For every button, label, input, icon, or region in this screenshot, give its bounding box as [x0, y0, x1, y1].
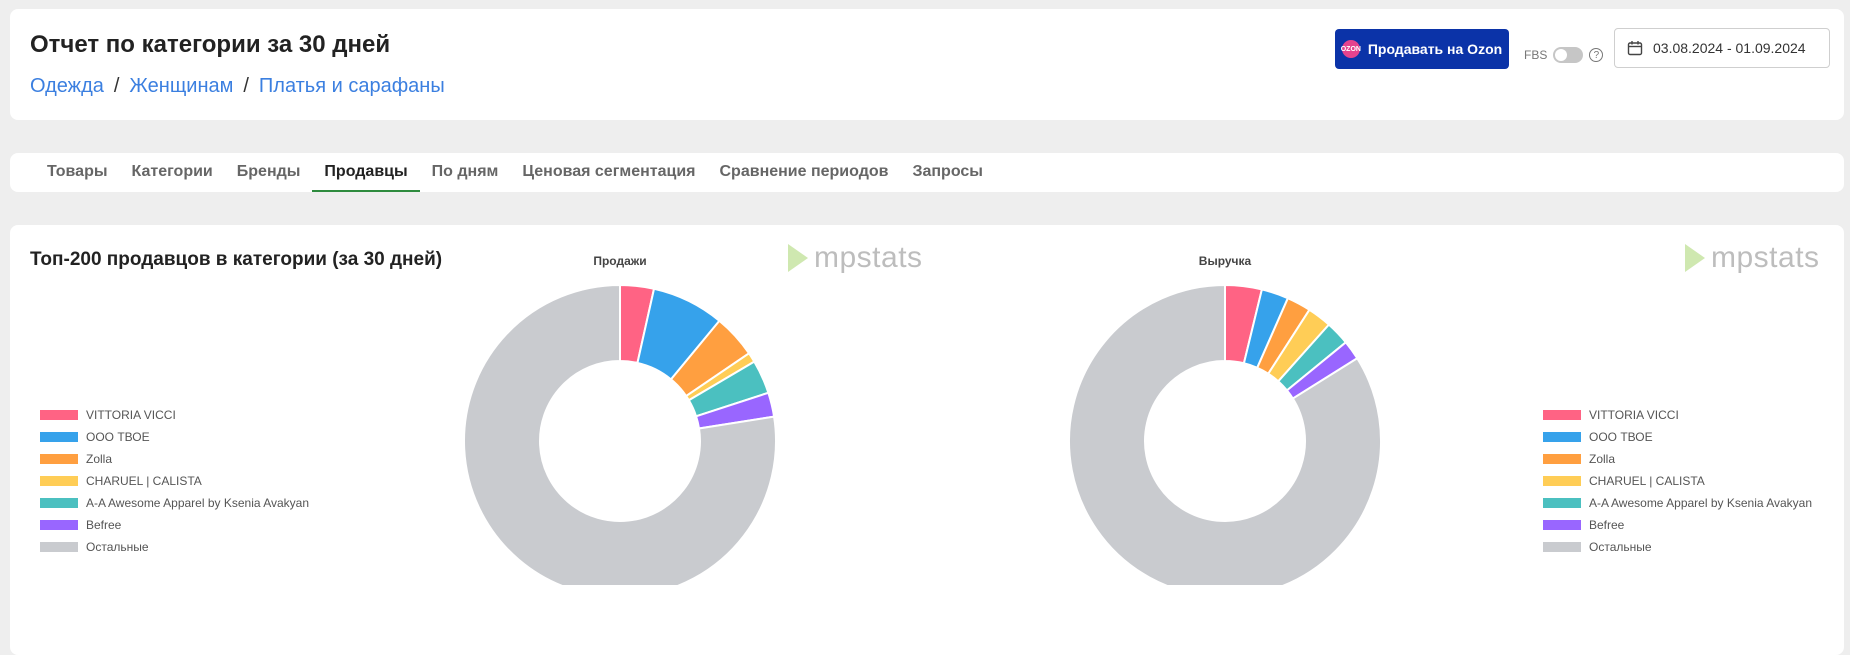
legend-label: VITTORIA VICCI	[1589, 408, 1679, 422]
tab-products[interactable]: Товары	[47, 163, 108, 180]
tab-bar: Товары Категории Бренды Продавцы По дням…	[35, 153, 995, 192]
fbs-toggle[interactable]	[1553, 47, 1584, 63]
legend-item[interactable]: CHARUEL | CALISTA	[40, 470, 309, 492]
legend-item[interactable]: Остальные	[1543, 536, 1812, 558]
section-title: Топ-200 продавцов в категории (за 30 дне…	[30, 249, 443, 270]
chart-title: Выручка	[1199, 255, 1252, 268]
calendar-icon	[1627, 41, 1643, 56]
fbs-filter: FBS ?	[1524, 47, 1604, 63]
breadcrumb-item-women[interactable]: Женщинам	[129, 75, 234, 97]
legend-swatch	[1543, 498, 1581, 508]
breadcrumb-separator: /	[113, 75, 120, 97]
legend-swatch	[1543, 476, 1581, 486]
legend-item[interactable]: A-A Awesome Apparel by Ksenia Avakyan	[1543, 492, 1812, 514]
legend-item[interactable]: Befree	[40, 514, 309, 536]
tab-by-days[interactable]: По дням	[431, 163, 499, 180]
breadcrumb: Одежда / Женщинам / Платья и сарафаны	[30, 75, 445, 98]
mpstats-logo-icon	[1685, 244, 1705, 272]
sellers-chart-card: Топ-200 продавцов в категории (за 30 дне…	[10, 225, 1844, 655]
ozon-logo-icon: OZON	[1341, 40, 1361, 58]
tab-price-segmentation[interactable]: Ценовая сегментация	[522, 163, 696, 180]
chart-title: Продажи	[593, 255, 646, 268]
legend-item[interactable]: Остальные	[40, 536, 309, 558]
legend-swatch	[40, 542, 78, 552]
mpstats-watermark-text: mpstats	[1711, 241, 1820, 274]
revenue-legend: VITTORIA VICCI ООО ТВОЕ Zolla CHARUEL | CAL…	[1543, 404, 1812, 558]
legend-swatch	[1543, 410, 1581, 420]
date-range-picker[interactable]: 03.08.2024 - 01.09.2024	[1614, 28, 1830, 68]
tabs-card: Товары Категории Бренды Продавцы По дням…	[10, 153, 1844, 192]
legend-label: VITTORIA VICCI	[86, 408, 176, 422]
legend-label: Остальные	[86, 540, 149, 554]
legend-label: ООО ТВОЕ	[1589, 430, 1653, 444]
mpstats-watermark-text: mpstats	[814, 241, 923, 274]
legend-item[interactable]: Befree	[1543, 514, 1812, 536]
legend-label: Befree	[86, 518, 122, 532]
fbs-label: FBS	[1524, 48, 1548, 62]
legend-label: Остальные	[1589, 540, 1652, 554]
legend-swatch	[1543, 520, 1581, 530]
mpstats-watermark: mpstats	[788, 241, 923, 275]
legend-label: Zolla	[1589, 452, 1616, 466]
legend-swatch	[40, 476, 78, 486]
legend-swatch	[40, 410, 78, 420]
legend-swatch	[40, 454, 78, 464]
legend-item[interactable]: A-A Awesome Apparel by Ksenia Avakyan	[40, 492, 309, 514]
date-range-value: 03.08.2024 - 01.09.2024	[1653, 40, 1806, 56]
legend-label: CHARUEL | CALISTA	[1589, 474, 1705, 488]
breadcrumb-separator: /	[243, 75, 249, 97]
legend-swatch	[40, 498, 78, 508]
legend-label: A-A Awesome Apparel by Ksenia Avakyan	[1589, 496, 1813, 510]
breadcrumb-item-dresses[interactable]: Платья и сарафаны	[258, 75, 445, 97]
mpstats-watermark: mpstats	[1685, 241, 1820, 275]
legend-swatch	[1543, 432, 1581, 442]
legend-label: A-A Awesome Apparel by Ksenia Avakyan	[86, 496, 310, 510]
legend-label: ООО ТВОЕ	[86, 430, 150, 444]
tab-queries[interactable]: Запросы	[912, 163, 983, 180]
legend-swatch	[40, 432, 78, 442]
sales-donut-chart: Продажи	[463, 255, 777, 585]
help-icon[interactable]: ?	[1589, 48, 1604, 62]
sell-on-ozon-button[interactable]: OZON Продавать на Ozon	[1335, 29, 1509, 69]
legend-item[interactable]: VITTORIA VICCI	[1543, 404, 1812, 426]
revenue-donut-chart: Выручка	[1068, 255, 1382, 585]
legend-swatch	[1543, 454, 1581, 464]
legend-swatch	[1543, 542, 1581, 552]
page-title: Отчет по категории за 30 дней	[30, 31, 391, 58]
legend-item[interactable]: VITTORIA VICCI	[40, 404, 309, 426]
tab-categories[interactable]: Категории	[131, 163, 213, 180]
legend-label: Befree	[1589, 518, 1625, 532]
mpstats-logo-icon	[788, 244, 808, 272]
sell-on-ozon-label: Продавать на Ozon	[1367, 41, 1503, 57]
donut-slice-7[interactable]	[463, 283, 777, 585]
legend-item[interactable]: ООО ТВОЕ	[40, 426, 309, 448]
legend-item[interactable]: CHARUEL | CALISTA	[1543, 470, 1812, 492]
donut-slice-7[interactable]	[1068, 283, 1382, 585]
tab-brands[interactable]: Бренды	[236, 163, 301, 180]
legend-item[interactable]: ООО ТВОЕ	[1543, 426, 1812, 448]
tab-period-comparison[interactable]: Сравнение периодов	[719, 163, 889, 180]
legend-label: Zolla	[86, 452, 113, 466]
legend-swatch	[40, 520, 78, 530]
legend-label: CHARUEL | CALISTA	[86, 474, 202, 488]
legend-item[interactable]: Zolla	[40, 448, 309, 470]
legend-item[interactable]: Zolla	[1543, 448, 1812, 470]
tab-sellers[interactable]: Продавцы	[312, 153, 420, 192]
header-card: Отчет по категории за 30 дней Одежда / Ж…	[10, 9, 1844, 120]
breadcrumb-item-clothing[interactable]: Одежда	[30, 75, 104, 97]
sales-legend: VITTORIA VICCI ООО ТВОЕ Zolla CHARUEL | CAL…	[40, 404, 309, 558]
